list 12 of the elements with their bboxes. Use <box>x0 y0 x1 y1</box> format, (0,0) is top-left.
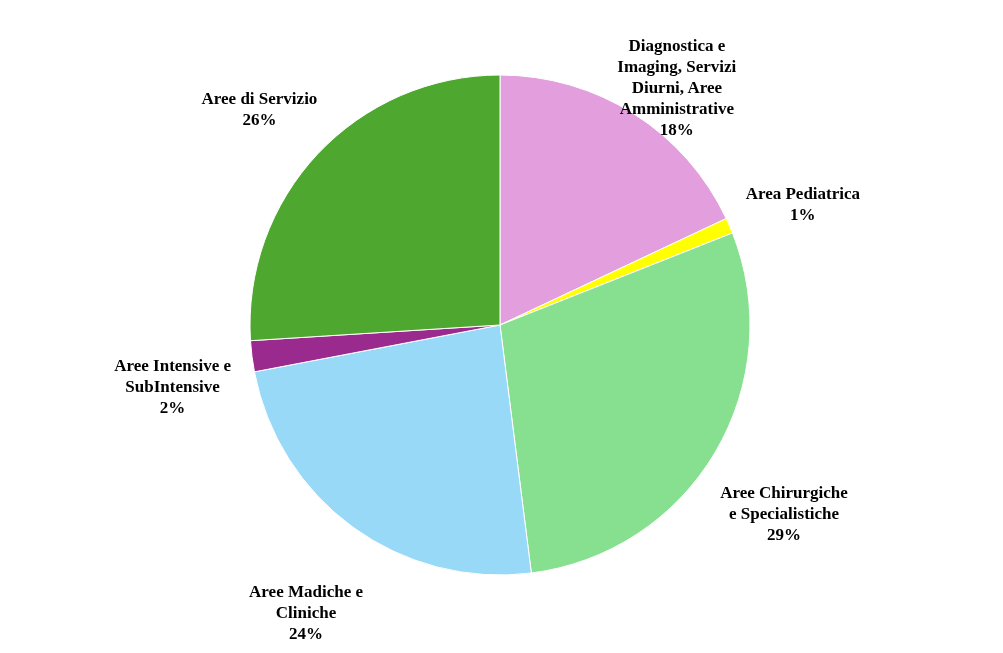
slice-label: Aree Chirurgiche e Specialistiche <box>720 482 849 523</box>
slice-label: Aree Intensive e SubIntensive <box>114 356 232 397</box>
data-label: 29% <box>767 524 802 544</box>
data-label: 2% <box>159 398 186 418</box>
slice-label: Aree di Servizio <box>201 89 318 109</box>
data-label: 26% <box>242 110 277 130</box>
slice-label: Area Pediatrica <box>745 183 861 203</box>
data-label: 18% <box>659 120 694 140</box>
data-label: 24% <box>289 623 324 643</box>
slice-label: Aree Madiche e Cliniche <box>249 581 364 622</box>
data-label: 1% <box>790 204 816 224</box>
slice-label: Diagnostica e Imaging, Servizi Diurni, Aree Amministrative <box>617 36 737 119</box>
